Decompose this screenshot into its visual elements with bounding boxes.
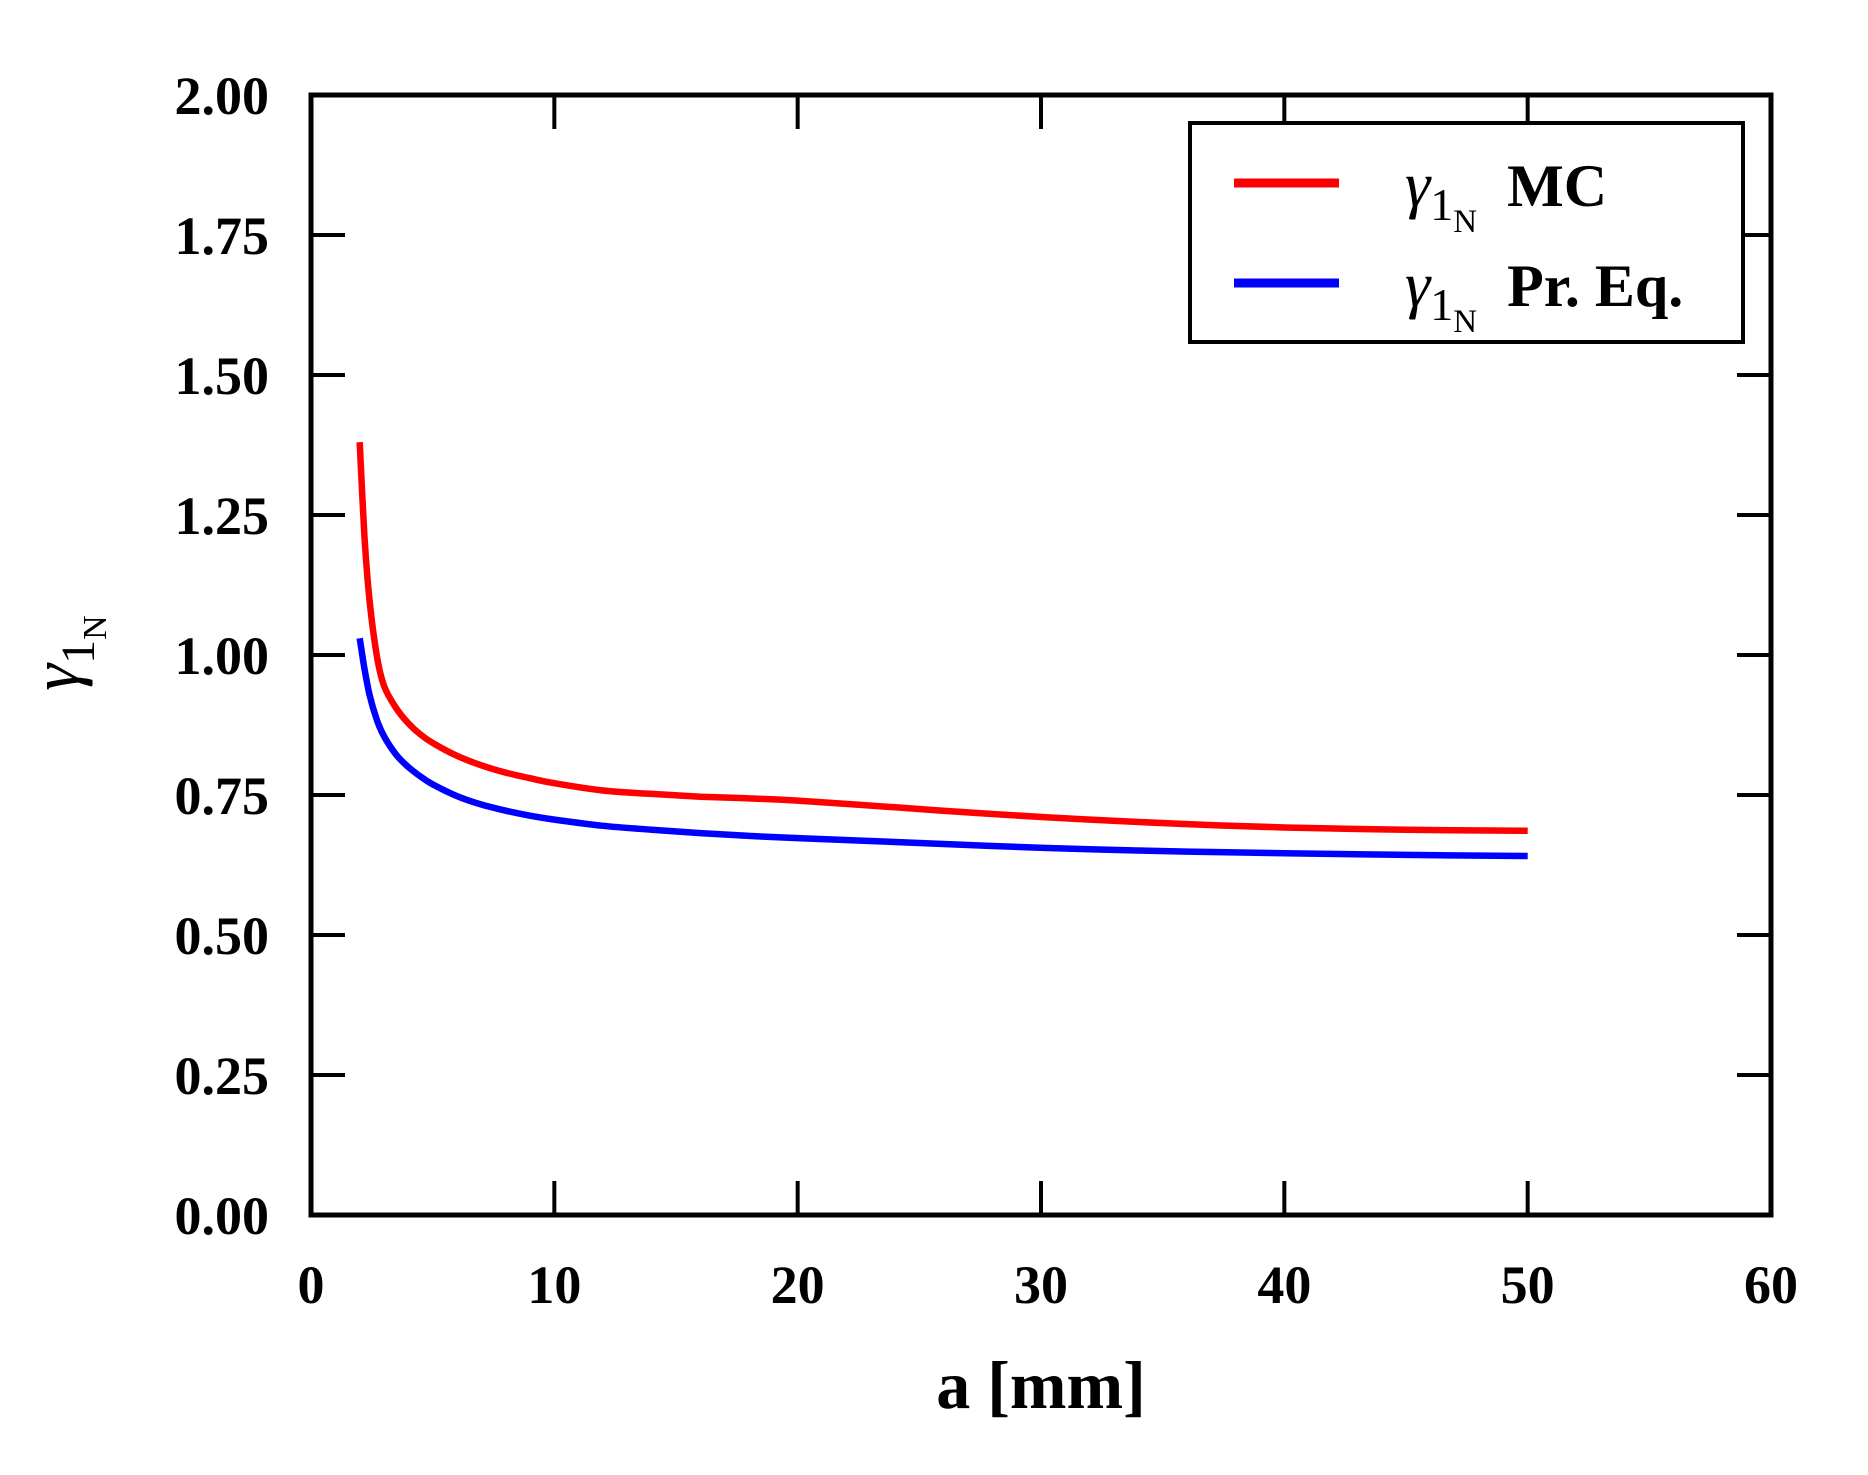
plot-area: 0 10 20 30 40 50 60 0.00 0.25 0.50 0.75 1.00 1.25 1.5… (175, 66, 1799, 1315)
legend-item-gamma-1n-pr-eq: γ1N Pr. Eq. (1234, 249, 1683, 340)
legend-label: γ1N Pr. Eq. (1405, 249, 1683, 340)
y-tick-label: 1.00 (175, 626, 270, 686)
y-tick-label: 0.00 (175, 1186, 270, 1246)
x-tick-label: 40 (1257, 1255, 1311, 1315)
y-tick-label: 0.25 (175, 1046, 270, 1106)
y-tick-label: 1.75 (175, 206, 270, 266)
x-tick-label: 60 (1744, 1255, 1798, 1315)
y-axis-title-text: γ1N (17, 615, 114, 690)
x-tick-label: 20 (771, 1255, 825, 1315)
y-axis-title: γ1N (17, 615, 114, 690)
y-tick-label: 2.00 (175, 66, 270, 126)
x-axis-title: a [mm] (936, 1347, 1146, 1423)
y-tick-label: 0.75 (175, 766, 270, 826)
plot-border (308, 92, 1774, 1218)
x-tick-label: 0 (298, 1255, 325, 1315)
legend-item-gamma-1n-mc: γ1N MC (1234, 149, 1607, 240)
curve-gamma-1n-pr-eq (356, 637, 1528, 860)
x-tick-label: 10 (527, 1255, 581, 1315)
legend-box (1188, 121, 1745, 344)
legend-label: γ1N MC (1405, 149, 1607, 240)
y-tick-label: 1.50 (175, 346, 270, 406)
y-axis: 0.00 0.25 0.50 0.75 1.00 1.25 1.50 1.75 2.00 (175, 66, 1771, 1246)
x-axis: 0 10 20 30 40 50 60 (298, 95, 1798, 1315)
y-tick-label: 0.50 (175, 906, 270, 966)
x-tick-label: 50 (1501, 1255, 1555, 1315)
curve-gamma-1n-mc (356, 442, 1528, 835)
x-tick-label: 30 (1014, 1255, 1068, 1315)
y-tick-label: 1.25 (175, 486, 270, 546)
